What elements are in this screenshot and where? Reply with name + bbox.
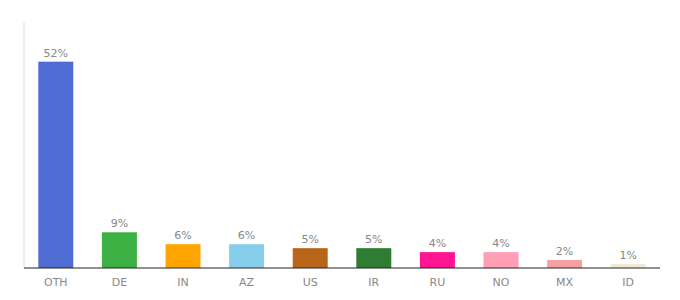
bar [229, 244, 264, 268]
x-tick-label: OTH [44, 276, 68, 289]
data-label: 5% [365, 233, 382, 246]
bar [102, 232, 137, 268]
y-range-line [24, 22, 25, 268]
data-label: 5% [301, 233, 318, 246]
bar [356, 248, 391, 268]
data-label: 2% [556, 245, 573, 258]
x-tick-label: NO [493, 276, 510, 289]
chart: 52% OTH 9% DE 6% IN 6% AZ 5% US 5% IR 4% RU 4% NO 2% MX 1%… [0, 0, 680, 300]
x-tick-label: US [303, 276, 318, 289]
labels: 52% OTH 9% DE 6% IN 6% AZ 5% US 5% IR 4% RU 4% NO 2% MX 1%… [44, 47, 637, 289]
data-label: 52% [44, 47, 68, 60]
data-label: 9% [111, 217, 128, 230]
data-label: 6% [174, 229, 191, 242]
x-tick-label: MX [556, 276, 573, 289]
data-label: 6% [238, 229, 255, 242]
x-tick-label: ID [622, 276, 634, 289]
data-label: 4% [492, 237, 509, 250]
bar [547, 260, 582, 268]
bar [293, 248, 328, 268]
bar [166, 244, 201, 268]
bar [38, 62, 73, 268]
bar [484, 252, 519, 268]
x-tick-label: DE [112, 276, 127, 289]
bars [38, 62, 645, 268]
x-tick-label: RU [430, 276, 446, 289]
data-label: 4% [429, 237, 446, 250]
bar [420, 252, 455, 268]
x-tick-label: AZ [239, 276, 255, 289]
data-label: 1% [619, 249, 636, 262]
chart-container: 52% OTH 9% DE 6% IN 6% AZ 5% US 5% IR 4% RU 4% NO 2% MX 1%… [0, 0, 680, 300]
x-tick-label: IR [368, 276, 379, 289]
x-axis-line [24, 267, 660, 268]
x-tick-label: IN [177, 276, 188, 289]
